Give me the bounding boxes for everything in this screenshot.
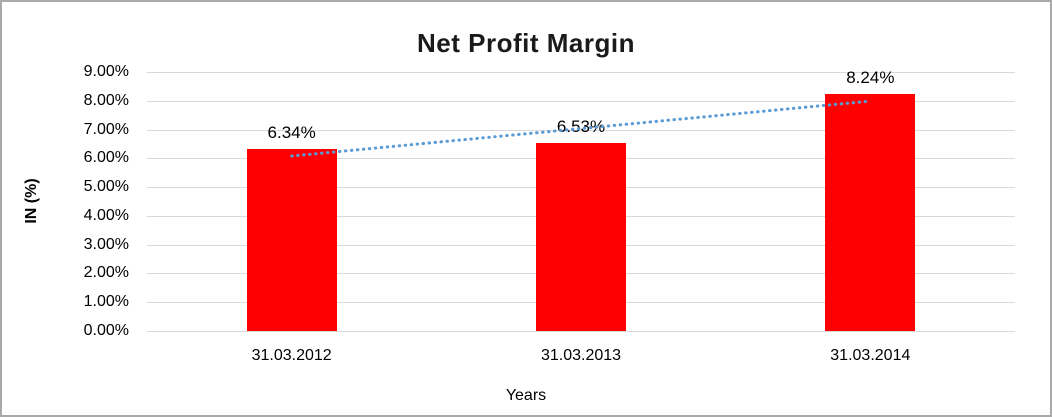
y-tick-label: 5.00% [83,178,129,196]
bar-31.03.2013 [536,143,626,331]
y-tick-label: 9.00% [83,63,129,80]
x-axis-title: Years [505,387,547,404]
chart-title: Net Profit Margin [417,28,635,58]
bar-data-label: 6.53% [556,117,606,137]
x-tick-label: 31.03.2013 [540,347,622,364]
x-tick-label: 31.03.2012 [251,347,332,364]
y-tick-label: 0.00% [83,322,129,339]
gridline [147,331,1015,332]
y-tick-label: 7.00% [83,120,129,138]
y-tick-label: 2.00% [83,264,129,282]
y-tick-label: 8.00% [83,91,129,109]
plot-area: 6.34% 6.53% 8.24% [147,68,1015,332]
x-tick-label: 31.03.2014 [830,347,911,364]
bar-data-label: 8.24% [846,67,895,87]
bar-31.03.2012 [246,148,337,331]
y-tick-label: 3.00% [83,235,129,253]
gridline [147,72,1015,73]
y-tick-label: 1.00% [83,293,129,311]
y-tick-label: 6.00% [83,149,129,167]
bar-data-label: 6.34% [267,122,316,142]
y-tick-label: 4.00% [83,206,129,224]
bar-31.03.2014 [825,93,916,331]
